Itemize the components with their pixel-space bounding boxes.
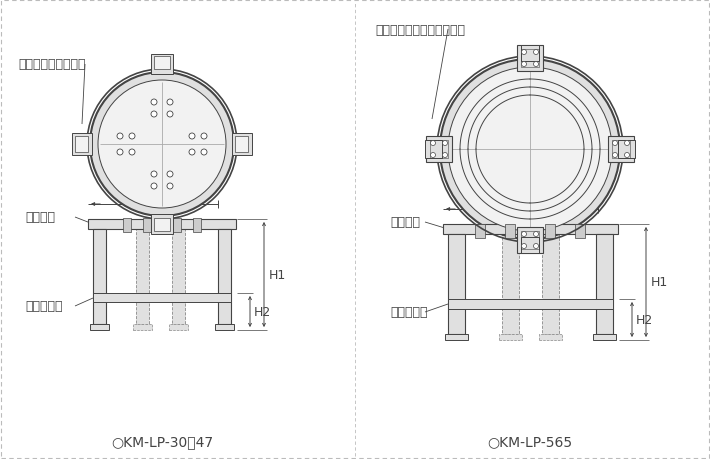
Text: スタンド本体：皿型: スタンド本体：皿型 bbox=[18, 58, 85, 71]
Circle shape bbox=[129, 134, 135, 140]
Circle shape bbox=[442, 141, 447, 146]
Bar bbox=[517, 46, 543, 72]
Text: 補強パイプ: 補強パイプ bbox=[390, 306, 427, 319]
Bar bbox=[93, 293, 231, 302]
Bar bbox=[173, 218, 181, 233]
Circle shape bbox=[522, 232, 527, 237]
Bar bbox=[612, 141, 630, 159]
Circle shape bbox=[533, 232, 538, 237]
Circle shape bbox=[98, 81, 226, 208]
Bar bbox=[123, 218, 131, 233]
Bar bbox=[443, 224, 618, 235]
Bar bbox=[545, 224, 555, 239]
Bar bbox=[596, 235, 613, 334]
Bar bbox=[521, 46, 539, 62]
Bar bbox=[448, 235, 465, 334]
Bar bbox=[90, 325, 109, 330]
Bar bbox=[235, 137, 248, 153]
Bar bbox=[475, 224, 485, 239]
Text: ID: ID bbox=[514, 190, 527, 203]
Bar bbox=[521, 237, 539, 253]
Bar bbox=[193, 218, 201, 233]
Circle shape bbox=[189, 134, 195, 140]
Text: スタンド本体：アングル型: スタンド本体：アングル型 bbox=[375, 23, 465, 36]
Bar bbox=[542, 235, 559, 334]
Circle shape bbox=[430, 141, 435, 146]
Circle shape bbox=[533, 62, 538, 67]
Circle shape bbox=[533, 244, 538, 249]
Bar bbox=[154, 57, 170, 70]
Circle shape bbox=[430, 153, 435, 158]
Text: H1: H1 bbox=[651, 276, 668, 289]
Circle shape bbox=[167, 100, 173, 106]
Bar bbox=[502, 235, 519, 334]
Circle shape bbox=[522, 50, 527, 56]
Circle shape bbox=[151, 184, 157, 190]
Bar bbox=[505, 224, 515, 239]
Bar bbox=[425, 141, 442, 159]
Circle shape bbox=[167, 112, 173, 118]
Bar bbox=[154, 218, 170, 231]
Circle shape bbox=[442, 153, 447, 158]
Bar bbox=[93, 230, 106, 325]
Bar bbox=[521, 50, 539, 68]
Bar bbox=[169, 325, 188, 330]
Bar bbox=[593, 334, 616, 340]
Circle shape bbox=[167, 184, 173, 190]
Bar bbox=[539, 334, 562, 340]
Bar bbox=[75, 137, 88, 153]
Bar bbox=[517, 228, 543, 253]
Circle shape bbox=[625, 141, 630, 146]
Bar bbox=[172, 230, 185, 325]
Bar bbox=[218, 230, 231, 325]
Bar bbox=[232, 134, 252, 156]
Circle shape bbox=[522, 244, 527, 249]
Bar bbox=[215, 325, 234, 330]
Text: 補強パイプ: 補強パイプ bbox=[25, 300, 62, 313]
Bar bbox=[608, 137, 634, 162]
Circle shape bbox=[117, 134, 123, 140]
Circle shape bbox=[625, 153, 630, 158]
Text: H2: H2 bbox=[636, 313, 653, 326]
Circle shape bbox=[151, 100, 157, 106]
Circle shape bbox=[522, 62, 527, 67]
Bar bbox=[151, 214, 173, 235]
Circle shape bbox=[613, 141, 618, 146]
Bar bbox=[575, 224, 585, 239]
Bar bbox=[151, 55, 173, 75]
Circle shape bbox=[167, 172, 173, 178]
Bar bbox=[133, 325, 152, 330]
Bar bbox=[618, 141, 635, 159]
Bar bbox=[88, 219, 236, 230]
Circle shape bbox=[151, 172, 157, 178]
Bar bbox=[521, 231, 539, 249]
Text: パイプ脂: パイプ脂 bbox=[25, 211, 55, 224]
Circle shape bbox=[189, 150, 195, 156]
Text: パイプ脂: パイプ脂 bbox=[390, 216, 420, 229]
Circle shape bbox=[533, 50, 538, 56]
Circle shape bbox=[129, 150, 135, 156]
Circle shape bbox=[440, 60, 620, 240]
Bar bbox=[499, 334, 522, 340]
Circle shape bbox=[448, 68, 612, 231]
Bar bbox=[426, 137, 452, 162]
Bar bbox=[136, 230, 149, 325]
Bar bbox=[430, 141, 448, 159]
Text: ○KM-LP-30～47: ○KM-LP-30～47 bbox=[111, 434, 213, 448]
Circle shape bbox=[90, 73, 234, 217]
Bar bbox=[445, 334, 468, 340]
Circle shape bbox=[117, 150, 123, 156]
Text: H1: H1 bbox=[269, 269, 286, 281]
Circle shape bbox=[613, 153, 618, 158]
Bar bbox=[143, 218, 151, 233]
Circle shape bbox=[201, 134, 207, 140]
Text: H2: H2 bbox=[254, 305, 271, 318]
Bar bbox=[448, 299, 613, 309]
Circle shape bbox=[151, 112, 157, 118]
Text: ID: ID bbox=[146, 185, 160, 199]
Text: ○KM-LP-565: ○KM-LP-565 bbox=[488, 434, 572, 448]
Circle shape bbox=[201, 150, 207, 156]
Bar bbox=[72, 134, 92, 156]
